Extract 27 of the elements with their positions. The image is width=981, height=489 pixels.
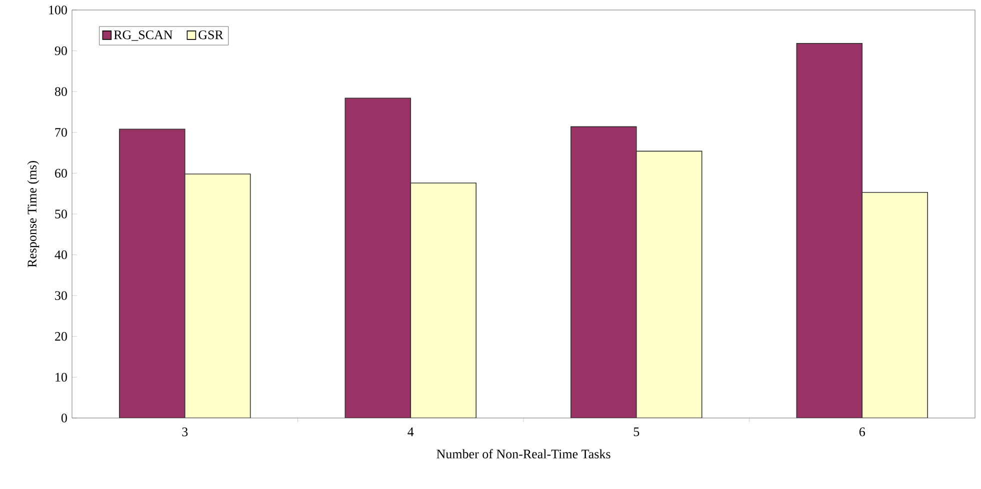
y-tick-label: 90 [54,46,67,56]
y-tick-label: 20 [55,332,67,341]
y-tick-label: 50 [55,210,67,218]
y-tick-label: 10 [56,372,67,382]
y-tick-label: 100 [49,6,67,14]
y-tick-label: 80 [54,87,67,96]
x-tick-label: 5 [634,428,640,436]
y-tick-label: 40 [54,250,67,260]
x-tick-label: 6 [859,428,865,436]
x-tick-label: 3 [182,428,188,436]
bar [344,98,412,418]
bar [184,174,251,418]
y-axis-title: Response Time (ms) [27,160,40,268]
y-tick-label: 30 [55,291,67,300]
legend-label: RG_SCAN [114,30,173,41]
bar [119,128,186,418]
legend-label: GSR [198,30,224,40]
bar [862,192,928,418]
bar [796,43,863,418]
y-tick-label: 70 [55,128,67,137]
y-tick-label: 0 [61,414,67,422]
x-axis-title: Number of Non-Real-Time Tasks [436,449,610,458]
y-tick-label: 60 [55,168,67,178]
bar [410,182,476,418]
bar [570,126,637,418]
x-tick-label: 4 [408,428,414,436]
bar [636,150,702,418]
